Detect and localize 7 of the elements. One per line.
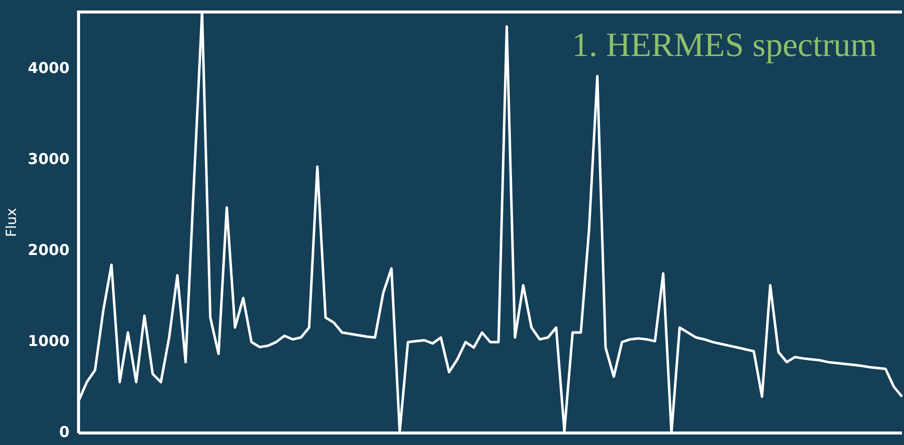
chart-title: 1. HERMES spectrum [572, 26, 877, 64]
y-tick-label: 3000 [28, 150, 70, 168]
y-tick-label: 4000 [28, 59, 70, 78]
y-tick-label: 1000 [28, 332, 70, 350]
y-tick-label: 2000 [28, 241, 70, 260]
y-axis-title: Flux [4, 208, 20, 238]
y-tick-label: 0 [59, 422, 70, 441]
